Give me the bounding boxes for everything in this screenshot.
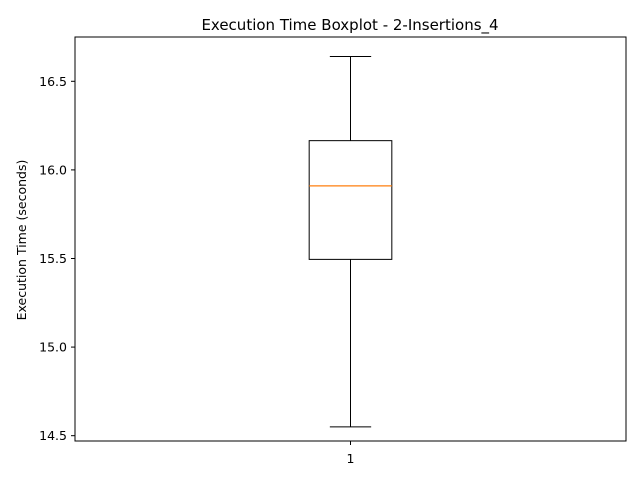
y-tick-label: 16.0 bbox=[39, 162, 67, 177]
y-tick-label: 15.5 bbox=[39, 251, 67, 266]
y-tick-label: 16.5 bbox=[39, 74, 67, 89]
iqr-box bbox=[308, 140, 393, 260]
chart-title: Execution Time Boxplot - 2-Insertions_4 bbox=[201, 16, 498, 35]
y-axis-label: Execution Time (seconds) bbox=[14, 160, 29, 321]
y-tick-label: 15.0 bbox=[39, 340, 67, 355]
x-tick-label: 1 bbox=[347, 451, 355, 466]
y-tick-label: 14.5 bbox=[39, 428, 67, 443]
plot-area: 14.5 15.0 15.5 16.0 16.5 1 bbox=[39, 36, 627, 466]
